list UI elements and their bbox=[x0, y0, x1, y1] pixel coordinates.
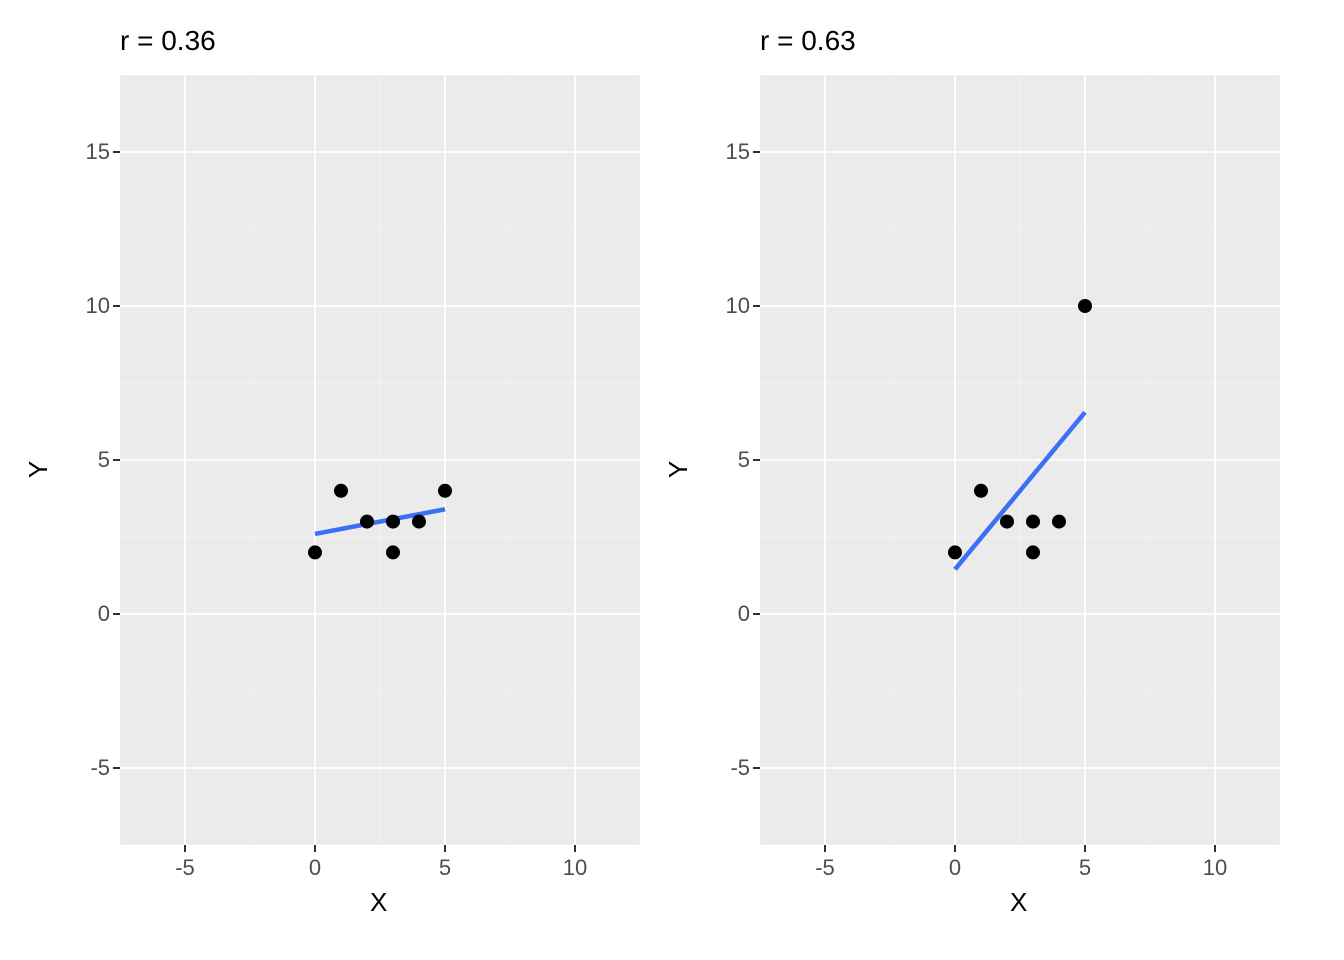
data-point bbox=[308, 545, 322, 559]
y-tick-label: 5 bbox=[702, 447, 750, 473]
data-point bbox=[948, 545, 962, 559]
data-point bbox=[412, 515, 426, 529]
y-tick bbox=[113, 459, 120, 461]
x-axis-title: X bbox=[370, 887, 387, 918]
y-tick bbox=[753, 459, 760, 461]
data-point bbox=[386, 515, 400, 529]
data-point bbox=[1078, 299, 1092, 313]
y-tick-label: 10 bbox=[62, 293, 110, 319]
plot-svg bbox=[120, 75, 640, 845]
data-point bbox=[1000, 515, 1014, 529]
data-point bbox=[360, 515, 374, 529]
x-tick bbox=[954, 845, 956, 852]
data-point bbox=[334, 484, 348, 498]
y-tick-label: 5 bbox=[62, 447, 110, 473]
data-point bbox=[974, 484, 988, 498]
y-tick-label: 15 bbox=[702, 139, 750, 165]
y-tick bbox=[753, 151, 760, 153]
data-point bbox=[1026, 545, 1040, 559]
x-tick-label: -5 bbox=[155, 855, 215, 881]
data-point bbox=[1026, 515, 1040, 529]
x-tick-label: -5 bbox=[795, 855, 855, 881]
x-tick bbox=[824, 845, 826, 852]
figure-container: r = 0.36 -5 0 5 10 -5 0 5 10 15 X Yr = 0.63 -5 0 5 10 -5… bbox=[0, 0, 1344, 960]
x-tick bbox=[1084, 845, 1086, 852]
y-tick-label: 0 bbox=[702, 601, 750, 627]
y-tick-label: -5 bbox=[62, 755, 110, 781]
data-point bbox=[438, 484, 452, 498]
y-tick-label: 10 bbox=[702, 293, 750, 319]
x-tick bbox=[184, 845, 186, 852]
x-tick-label: 5 bbox=[415, 855, 475, 881]
x-tick-label: 5 bbox=[1055, 855, 1115, 881]
x-tick bbox=[1214, 845, 1216, 852]
y-tick-label: 15 bbox=[62, 139, 110, 165]
x-tick bbox=[444, 845, 446, 852]
y-tick bbox=[753, 767, 760, 769]
x-tick-label: 0 bbox=[285, 855, 345, 881]
plot-svg bbox=[760, 75, 1280, 845]
x-tick-label: 10 bbox=[545, 855, 605, 881]
plot-area bbox=[760, 75, 1280, 845]
x-tick bbox=[314, 845, 316, 852]
panel-title: r = 0.63 bbox=[760, 25, 856, 57]
y-tick bbox=[113, 151, 120, 153]
y-tick bbox=[113, 613, 120, 615]
data-point bbox=[386, 545, 400, 559]
data-point bbox=[1052, 515, 1066, 529]
y-axis-title: Y bbox=[23, 461, 54, 478]
y-tick bbox=[113, 305, 120, 307]
y-tick bbox=[753, 305, 760, 307]
x-tick-label: 0 bbox=[925, 855, 985, 881]
y-tick bbox=[113, 767, 120, 769]
x-tick-label: 10 bbox=[1185, 855, 1245, 881]
y-tick-label: 0 bbox=[62, 601, 110, 627]
plot-area bbox=[120, 75, 640, 845]
y-tick-label: -5 bbox=[702, 755, 750, 781]
x-axis-title: X bbox=[1010, 887, 1027, 918]
panel-title: r = 0.36 bbox=[120, 25, 216, 57]
y-axis-title: Y bbox=[663, 461, 694, 478]
x-tick bbox=[574, 845, 576, 852]
y-tick bbox=[753, 613, 760, 615]
